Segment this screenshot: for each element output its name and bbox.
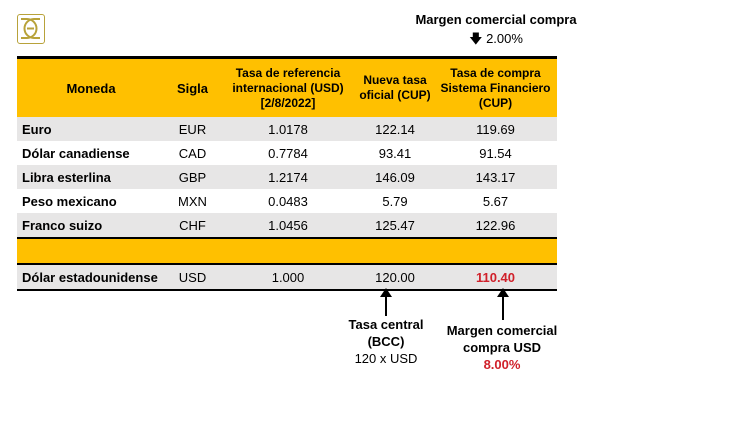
table-row: Franco suizo CHF 1.0456 125.47 122.96	[17, 213, 557, 238]
top-margin-note: Margen comercial compra 🡇 2.00%	[400, 12, 592, 52]
separator-row	[17, 237, 557, 265]
header-row: Moneda Sigla Tasa de referencia internac…	[17, 56, 557, 117]
cell-moneda: Dólar estadounidense	[17, 264, 165, 291]
cell-nueva-tasa: 146.09	[356, 165, 434, 189]
header-nueva-tasa: Nueva tasa oficial (CUP)	[356, 56, 434, 117]
cell-tasa-referencia: 1.000	[220, 264, 356, 291]
usd-margin-value: 8.00%	[483, 357, 521, 372]
cell-sigla: MXN	[178, 193, 207, 209]
central-rate-note: Tasa central (BCC) 120 x USD	[330, 316, 442, 367]
cell-tasa-referencia: 0.7784	[268, 145, 308, 161]
cell-moneda: Dólar canadiense	[22, 145, 130, 161]
cell-tasa-compra: 110.40	[434, 264, 557, 291]
header-sigla: Sigla	[165, 56, 220, 117]
table-row: Dólar canadiense CAD 0.7784 93.41 91.54	[17, 141, 557, 165]
cell-sigla: CAD	[178, 145, 207, 161]
table-row: Peso mexicano MXN 0.0483 5.79 5.67	[17, 189, 557, 213]
cell-moneda: Libra esterlina	[17, 165, 165, 189]
cell-sigla: USD	[165, 264, 220, 291]
logo	[17, 14, 45, 44]
cell-nueva-tasa: 5.79	[382, 193, 408, 209]
table-row: Euro EUR 1.0178 122.14 119.69	[17, 117, 557, 141]
cell-sigla: CHF	[165, 213, 220, 238]
header-tasa-referencia: Tasa de referencia internacional (USD) […	[220, 56, 356, 117]
central-rate-title: Tasa central (BCC)	[348, 317, 424, 349]
cell-tasa-compra: 119.69	[434, 117, 557, 141]
cell-moneda: Euro	[17, 117, 165, 141]
header-tasa-compra: Tasa de compra Sistema Financiero (CUP)	[434, 56, 557, 117]
cell-sigla: EUR	[165, 117, 220, 141]
cell-tasa-referencia: 1.2174	[220, 165, 356, 189]
header-moneda: Moneda	[17, 56, 165, 117]
arrow-up-icon	[497, 288, 509, 320]
cell-nueva-tasa: 93.41	[378, 145, 412, 161]
usd-row: Dólar estadounidense USD 1.000 120.00 11…	[17, 264, 557, 291]
cell-tasa-compra: 91.54	[479, 145, 512, 161]
top-margin-value: 2.00%	[486, 31, 523, 46]
arrow-down-icon: 🡇	[469, 31, 483, 46]
usd-margin-note: Margen comercial compra USD 8.00%	[438, 322, 566, 373]
cell-moneda: Peso mexicano	[22, 193, 117, 209]
cell-nueva-tasa: 122.14	[356, 117, 434, 141]
cell-tasa-compra: 5.67	[482, 193, 509, 209]
cell-tasa-compra: 143.17	[434, 165, 557, 189]
central-rate-sub: 120 x USD	[354, 351, 418, 366]
top-margin-title: Margen comercial compra	[415, 12, 577, 27]
cell-nueva-tasa: 120.00	[356, 264, 434, 291]
cell-tasa-referencia: 1.0456	[220, 213, 356, 238]
cell-sigla: GBP	[165, 165, 220, 189]
cell-tasa-compra: 122.96	[434, 213, 557, 238]
cell-nueva-tasa: 125.47	[356, 213, 434, 238]
cell-tasa-referencia: 0.0483	[268, 193, 308, 209]
exchange-rate-table: Moneda Sigla Tasa de referencia internac…	[17, 56, 557, 291]
table-row: Libra esterlina GBP 1.2174 146.09 143.17	[17, 165, 557, 189]
cell-tasa-referencia: 1.0178	[220, 117, 356, 141]
arrow-up-icon	[380, 288, 392, 316]
cell-moneda: Franco suizo	[17, 213, 165, 238]
usd-margin-title: Margen comercial compra USD	[446, 323, 558, 355]
